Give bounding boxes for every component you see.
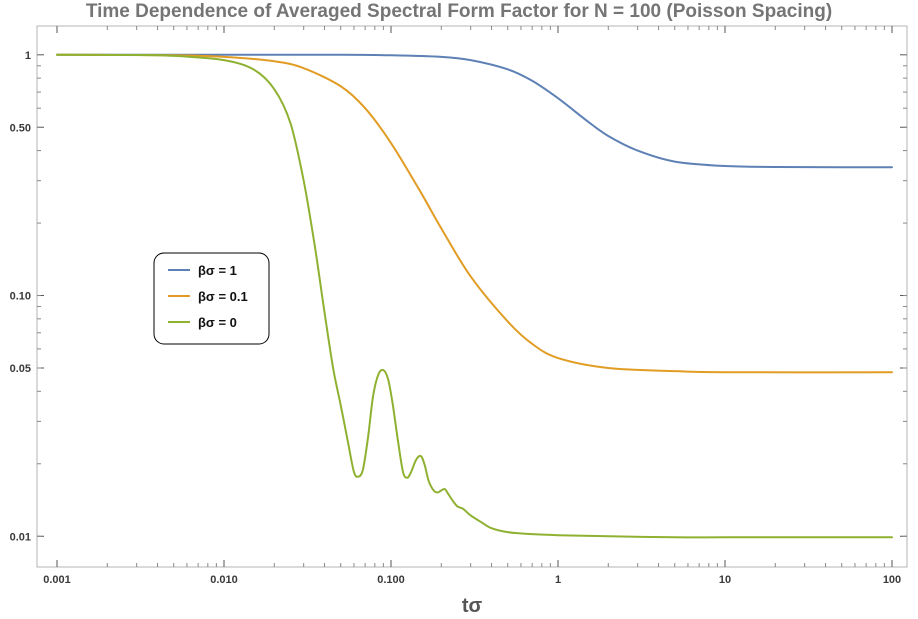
x-tick-label: 0.010 — [210, 574, 238, 586]
x-axis: 0.001 0.010 0.100 1 10 100 — [43, 26, 901, 586]
plot-frame — [36, 25, 908, 568]
x-tick-label: 100 — [883, 574, 901, 586]
x-tick-label: 0.001 — [43, 574, 71, 586]
series-line-1 — [56, 53, 893, 374]
legend-label-0: βσ = 1 — [198, 263, 237, 278]
x-tick-label: 1 — [555, 574, 561, 586]
y-tick-label: 0.05 — [10, 363, 31, 375]
series-line-0 — [56, 53, 893, 169]
x-tick-label: 0.100 — [377, 574, 405, 586]
y-tick-label: 0.01 — [10, 531, 31, 543]
legend-label-1: βσ = 0.1 — [198, 289, 248, 304]
x-tick-label: 10 — [719, 574, 731, 586]
y-tick-label: 0.50 — [10, 122, 31, 134]
legend: βσ = 1 βσ = 0.1 βσ = 0 — [153, 252, 270, 345]
legend-label-2: βσ = 0 — [198, 315, 237, 330]
y-axis: 0.01 0.05 0.10 0.50 1 — [10, 50, 907, 543]
chart-title: Time Dependence of Averaged Spectral For… — [85, 1, 833, 22]
series-line-2 — [56, 53, 893, 539]
x-axis-label: tσ — [462, 595, 483, 617]
y-tick-label: 0.10 — [10, 291, 31, 303]
y-tick-label: 1 — [25, 50, 31, 62]
series-layer — [56, 53, 893, 539]
